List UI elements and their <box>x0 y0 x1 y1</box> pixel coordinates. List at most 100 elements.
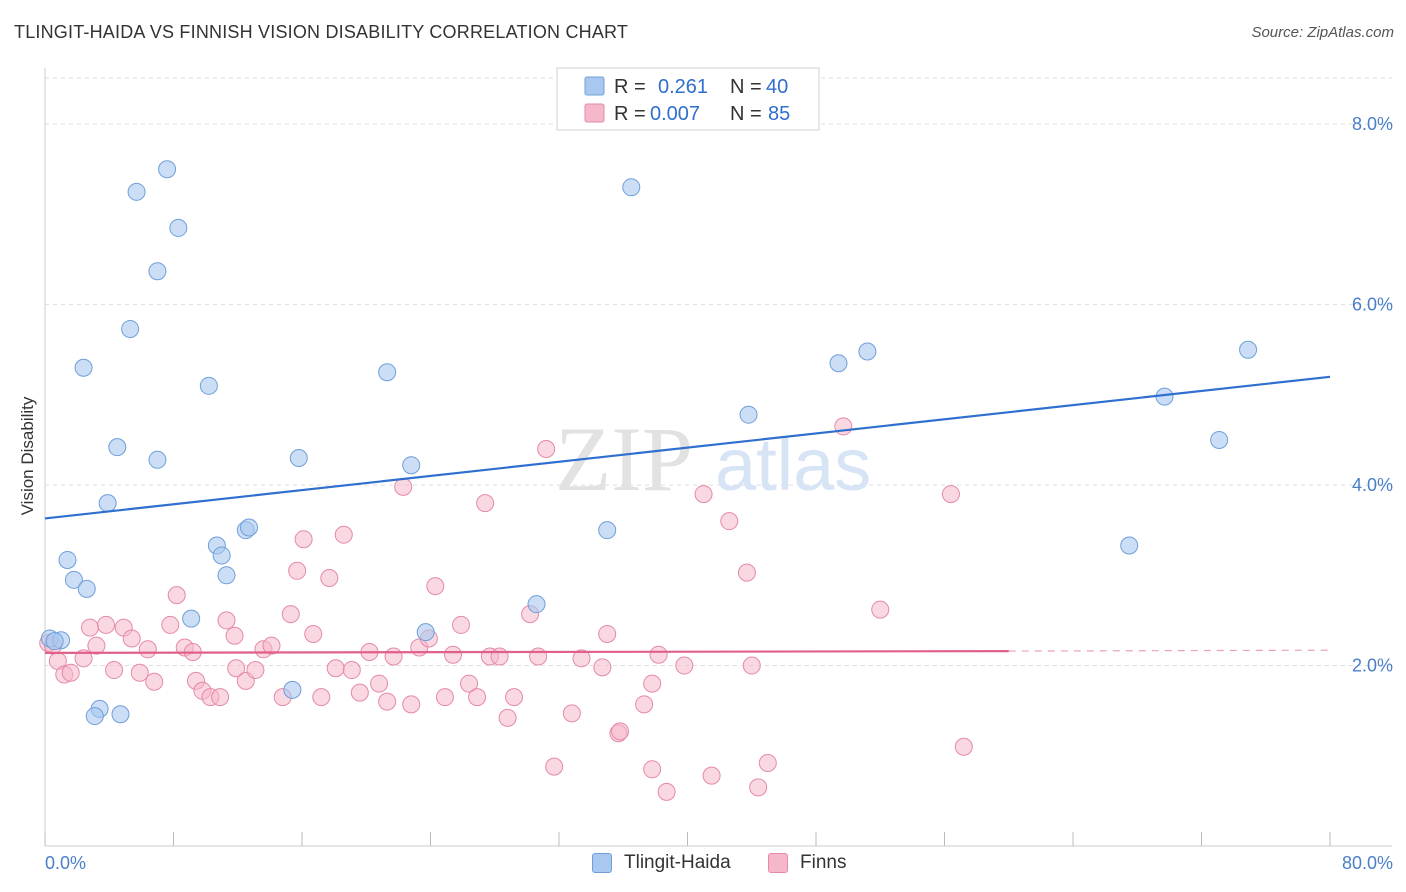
tlingit-haida-point <box>58 550 77 569</box>
finns-point <box>130 663 149 682</box>
tlingit-haida-point <box>622 178 641 197</box>
tlingit-haida-point <box>1239 340 1258 359</box>
finns-point <box>694 485 713 504</box>
finns-point <box>350 683 369 702</box>
legend-r-label-2: R = <box>614 103 646 125</box>
tlingit-haida-point <box>77 579 96 598</box>
finns-point <box>490 647 509 666</box>
finns-point <box>675 656 694 675</box>
bottom-legend-label-finns: Finns <box>800 852 847 873</box>
trend-line-finns <box>44 649 1009 655</box>
tlingit-haida-point <box>289 449 308 467</box>
finns-point <box>227 659 246 678</box>
finns-point <box>225 626 244 645</box>
finns-point <box>742 656 761 675</box>
finns-point <box>720 512 739 531</box>
finns-point <box>288 561 307 580</box>
finns-point <box>378 692 397 711</box>
tlingit-haida-point <box>1120 536 1139 555</box>
finns-point <box>97 615 116 634</box>
finns-point <box>452 615 471 634</box>
finns-point <box>505 688 524 707</box>
tlingit-haida-point <box>212 546 231 565</box>
finns-point <box>320 569 339 588</box>
legend-n-label-1: N = <box>730 76 762 98</box>
tlingit-haida-point <box>148 262 167 281</box>
tlingit-haida-point <box>64 570 83 589</box>
finns-point <box>105 661 124 680</box>
finns-point <box>435 688 454 707</box>
series-tlingit-haida-points <box>40 160 1258 726</box>
finns-point <box>326 659 345 678</box>
trend-line-finns-extension <box>1008 649 1331 652</box>
finns-point <box>312 688 331 707</box>
finns-point <box>468 688 487 707</box>
legend-n-value-2: 85 <box>768 103 790 125</box>
finns-point <box>61 663 80 682</box>
tlingit-haida-point <box>378 363 397 382</box>
grid-layer <box>45 77 1392 667</box>
tlingit-haida-point <box>85 707 104 726</box>
tlingit-haida-point <box>1210 430 1229 449</box>
legend-r-value-2: 0.007 <box>650 103 700 125</box>
legend-swatch-pink <box>584 103 605 123</box>
finns-point <box>758 753 777 772</box>
x-tick-label-min: 0.0% <box>45 853 86 873</box>
tlingit-haida-point <box>169 218 188 237</box>
tlingit-haida-point <box>121 319 140 338</box>
finns-point <box>262 636 281 655</box>
finns-point <box>394 477 413 496</box>
finns-point <box>941 485 960 504</box>
tlingit-haida-point <box>182 609 201 628</box>
finns-point <box>537 439 556 458</box>
tlingit-haida-point <box>402 456 421 475</box>
tlingit-haida-point <box>829 354 848 373</box>
finns-point <box>643 674 662 693</box>
y-tick-label: 2.0% <box>1352 656 1393 676</box>
trend-lines <box>44 375 1331 655</box>
finns-point <box>572 649 591 668</box>
tlingit-haida-point <box>739 405 758 424</box>
finns-point <box>649 645 668 664</box>
tlingit-haida-point <box>111 705 130 724</box>
finns-point <box>834 417 853 436</box>
axis-layer: 2.0% 4.0% 6.0% 8.0% 0.0% 80.0% <box>44 68 1393 873</box>
finns-point <box>384 647 403 666</box>
tlingit-haida-point <box>217 566 236 585</box>
finns-point <box>281 605 300 624</box>
bottom-legend: Tlingit-Haida Finns <box>0 852 1406 878</box>
finns-point <box>87 636 106 655</box>
legend-r-value-1: 0.261 <box>658 76 708 98</box>
bottom-legend-swatch-blue <box>592 853 612 873</box>
tlingit-haida-point <box>858 342 877 361</box>
finns-point <box>611 722 630 741</box>
bottom-legend-swatch-pink <box>768 853 788 873</box>
legend-n-value-1: 40 <box>766 76 788 98</box>
finns-point <box>598 624 617 643</box>
finns-point <box>529 647 548 666</box>
y-tick-label: 4.0% <box>1352 475 1393 495</box>
finns-point <box>122 629 141 648</box>
tlingit-haida-point <box>283 680 302 699</box>
finns-point <box>342 661 361 680</box>
tlingit-haida-point <box>416 623 435 642</box>
bottom-legend-item-finns: Finns <box>768 852 846 874</box>
finns-point <box>871 600 890 619</box>
finns-point <box>443 645 462 664</box>
finns-point <box>426 577 445 596</box>
legend-r-label-1: R = <box>614 76 646 98</box>
trend-line-tlingit-haida <box>44 375 1331 520</box>
finns-point <box>657 782 676 801</box>
finns-point <box>74 649 93 668</box>
tlingit-haida-point <box>148 450 167 469</box>
finns-point <box>498 708 517 727</box>
y-tick-label: 8.0% <box>1352 114 1393 134</box>
finns-point <box>138 640 157 659</box>
stats-legend: R = 0.261 N = 40 R = 0.007 N = 85 <box>556 67 820 131</box>
finns-point <box>737 563 756 582</box>
finns-point <box>749 778 768 797</box>
bottom-legend-label-tlingit-haida: Tlingit-Haida <box>624 852 731 873</box>
y-tick-label: 6.0% <box>1352 295 1393 315</box>
finns-point <box>593 658 612 677</box>
